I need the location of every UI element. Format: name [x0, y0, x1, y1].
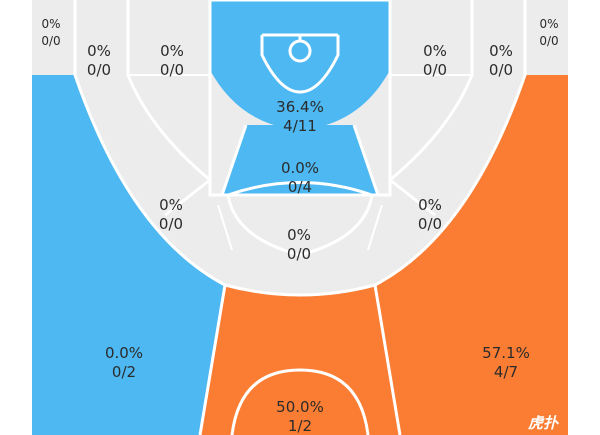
svg-text:36.4%: 36.4%: [276, 98, 324, 116]
hoop-icon: [260, 33, 340, 94]
zone-left-corner: [32, 0, 75, 75]
zone-right-elbow: [368, 180, 435, 250]
zone-paint: [222, 125, 378, 195]
svg-text:0%: 0%: [418, 196, 442, 214]
svg-text:0%: 0%: [539, 17, 558, 31]
svg-text:0%: 0%: [159, 196, 183, 214]
svg-text:0/0: 0/0: [41, 34, 60, 48]
svg-text:0/0: 0/0: [159, 215, 183, 233]
svg-text:0%: 0%: [489, 42, 513, 60]
zone-free-throw: [228, 195, 372, 260]
svg-text:0/0: 0/0: [287, 245, 311, 263]
svg-text:0/0: 0/0: [489, 61, 513, 79]
svg-text:0/0: 0/0: [539, 34, 558, 48]
svg-text:0.0%: 0.0%: [105, 344, 143, 362]
hupu-logo-watermark: 虎扑: [527, 414, 560, 432]
svg-text:50.0%: 50.0%: [276, 398, 324, 416]
svg-text:0%: 0%: [87, 42, 111, 60]
zone-left-baseline-mid: [128, 0, 210, 180]
zone-labels: 0% 0/0 0% 0/0 0% 0/0 0% 0/0 36.4% 4/11 0…: [41, 17, 558, 435]
zone-left-elbow: [165, 180, 232, 250]
svg-text:0%: 0%: [41, 17, 60, 31]
court-lines: [73, 0, 527, 435]
svg-text:4/7: 4/7: [494, 363, 518, 381]
svg-text:0%: 0%: [160, 42, 184, 60]
zone-right-three: [375, 75, 568, 435]
svg-text:0/0: 0/0: [160, 61, 184, 79]
svg-text:0/2: 0/2: [112, 363, 136, 381]
svg-text:1/2: 1/2: [288, 417, 312, 435]
svg-text:0%: 0%: [287, 226, 311, 244]
svg-text:0.0%: 0.0%: [281, 159, 319, 177]
svg-text:57.1%: 57.1%: [482, 344, 530, 362]
svg-text:0/4: 0/4: [288, 178, 312, 196]
svg-text:4/11: 4/11: [283, 117, 317, 135]
zone-top-three: [200, 285, 400, 435]
svg-text:0/0: 0/0: [87, 61, 111, 79]
svg-text:0%: 0%: [423, 42, 447, 60]
svg-text:0/0: 0/0: [418, 215, 442, 233]
zone-restricted-area: [210, 0, 390, 130]
zone-left-three: [32, 75, 225, 435]
zone-right-corner: [525, 0, 568, 75]
svg-text:0/0: 0/0: [423, 61, 447, 79]
zone-right-baseline-mid: [390, 0, 472, 180]
